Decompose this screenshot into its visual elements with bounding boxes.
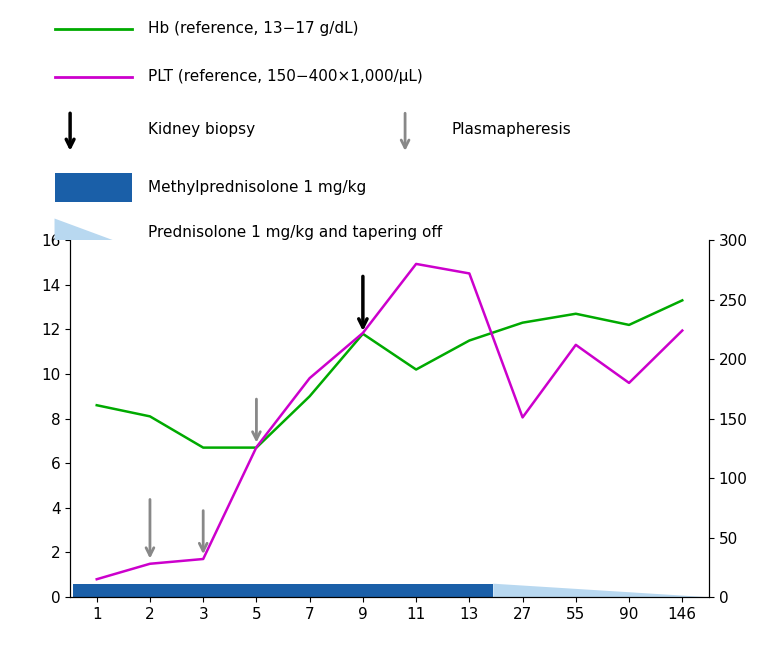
Polygon shape bbox=[493, 583, 707, 597]
Text: Kidney biopsy: Kidney biopsy bbox=[148, 122, 256, 137]
Text: Methylprednisolone 1 mg/kg: Methylprednisolone 1 mg/kg bbox=[148, 180, 366, 195]
Bar bbox=[72, 583, 493, 597]
Text: Prednisolone 1 mg/kg and tapering off: Prednisolone 1 mg/kg and tapering off bbox=[148, 225, 442, 240]
Polygon shape bbox=[55, 219, 132, 247]
Text: Plasmapheresis: Plasmapheresis bbox=[452, 122, 572, 137]
Bar bbox=[55, 173, 132, 202]
Text: PLT (reference, 150−400×1,000/μL): PLT (reference, 150−400×1,000/μL) bbox=[148, 69, 423, 84]
Text: Hb (reference, 13−17 g/dL): Hb (reference, 13−17 g/dL) bbox=[148, 21, 358, 36]
